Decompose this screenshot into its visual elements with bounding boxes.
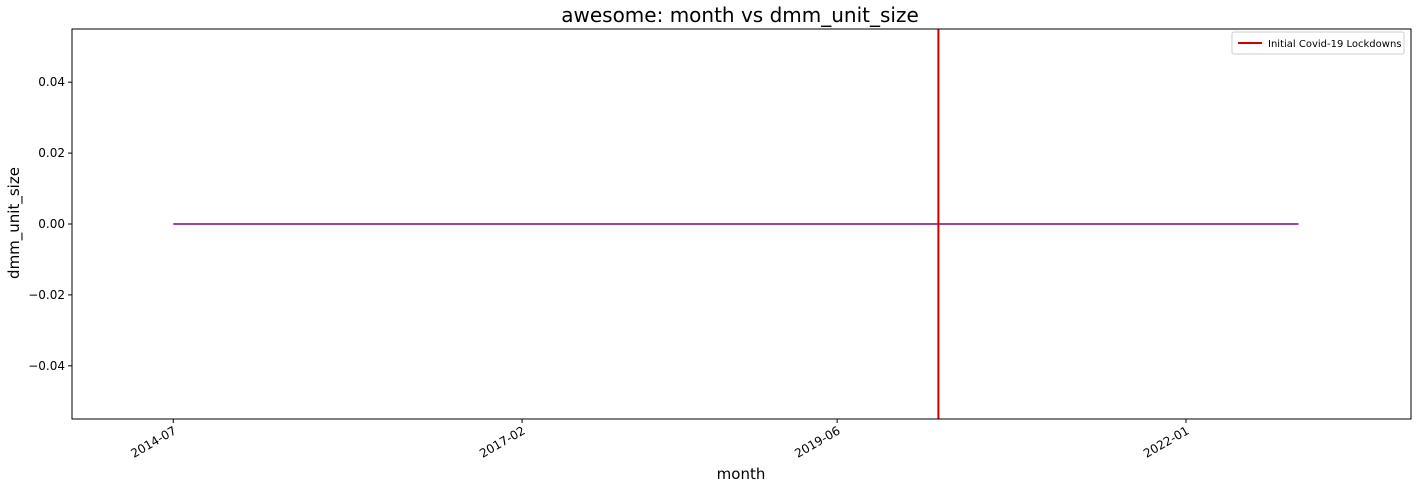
y-axis: 0.04 0.02 0.00 −0.02 −0.04	[28, 75, 72, 373]
x-axis-label: month	[717, 465, 766, 483]
legend: Initial Covid-19 Lockdowns	[1231, 31, 1405, 55]
y-tick-label: 0.00	[38, 217, 65, 231]
y-tick-label: 0.04	[38, 75, 65, 89]
y-tick-label: −0.04	[28, 359, 65, 373]
legend-box	[1231, 31, 1405, 55]
y-tick-label: 0.02	[38, 146, 65, 160]
legend-label-lockdowns: Initial Covid-19 Lockdowns	[1268, 39, 1402, 50]
chart-title: awesome: month vs dmm_unit_size	[561, 3, 919, 27]
y-tick-label: −0.02	[28, 288, 65, 302]
y-axis-label: dmm_unit_size	[5, 167, 24, 279]
